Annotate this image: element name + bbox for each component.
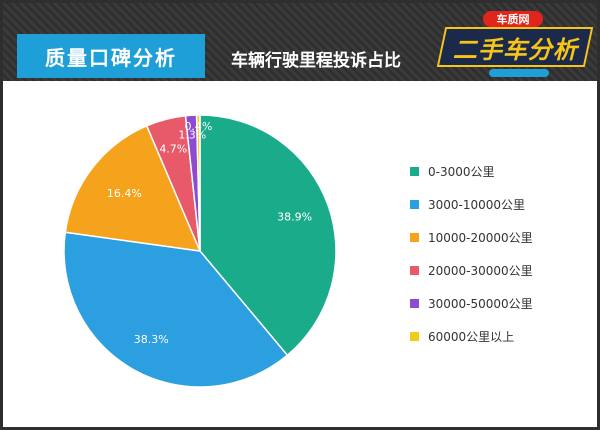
pie-slice-2 xyxy=(63,231,289,388)
pie-chart: 38.9% 38.3% 16.4% 4.7%1.3%0.4% xyxy=(63,114,337,388)
legend-swatch xyxy=(410,166,419,176)
logo-top-text: 车质网 xyxy=(483,11,543,27)
legend-item-3: 10000-20000公里 xyxy=(410,226,590,248)
slice-label-2: 38.3% xyxy=(134,333,169,346)
legend-swatch xyxy=(410,232,419,242)
logo-underline xyxy=(489,69,549,77)
legend: 0-3000公里 3000-10000公里 10000-20000公里 20000-3… xyxy=(410,160,590,358)
legend-item-2: 3000-10000公里 xyxy=(410,193,590,215)
legend-label: 0-3000公里 xyxy=(428,164,495,179)
legend-label: 30000-50000公里 xyxy=(428,296,533,311)
logo-main-box: 二手车分析 xyxy=(436,27,594,67)
pie-slice-3 xyxy=(64,124,202,252)
legend-item-6: 60000公里以上 xyxy=(410,325,590,347)
legend-item-1: 0-3000公里 xyxy=(410,160,590,182)
legend-swatch xyxy=(410,265,419,275)
slice-label-1: 38.9% xyxy=(277,211,312,224)
pie-slice-6 xyxy=(195,114,201,252)
slice-label-6: 0.4% xyxy=(184,120,212,133)
legend-swatch xyxy=(410,331,419,341)
slice-label-5: 1.3% xyxy=(178,128,206,141)
chart-title: 车辆行驶里程投诉占比 xyxy=(231,50,401,71)
slice-label-4: 4.7% xyxy=(159,142,187,155)
pie-slice-1 xyxy=(199,114,337,357)
header-bar: 质量口碑分析 车辆行驶里程投诉占比 车质网 二手车分析 xyxy=(3,3,597,81)
logo-main-text: 二手车分析 xyxy=(452,35,578,64)
legend-label: 10000-20000公里 xyxy=(428,230,533,245)
brand-logo: 车质网 二手车分析 xyxy=(436,9,594,81)
legend-swatch xyxy=(410,298,419,308)
legend-swatch xyxy=(410,199,419,209)
legend-label: 20000-30000公里 xyxy=(428,263,533,278)
legend-item-4: 20000-30000公里 xyxy=(410,259,590,281)
pie-slices xyxy=(63,114,337,388)
legend-label: 3000-10000公里 xyxy=(428,197,526,212)
legend-item-5: 30000-50000公里 xyxy=(410,292,590,314)
section-badge: 质量口碑分析 xyxy=(17,34,205,78)
legend-label: 60000公里以上 xyxy=(428,329,515,344)
pie-labels: 38.9% 38.3% 16.4% 4.7%1.3%0.4% xyxy=(107,120,312,346)
slice-label-3: 16.4% xyxy=(107,187,142,200)
